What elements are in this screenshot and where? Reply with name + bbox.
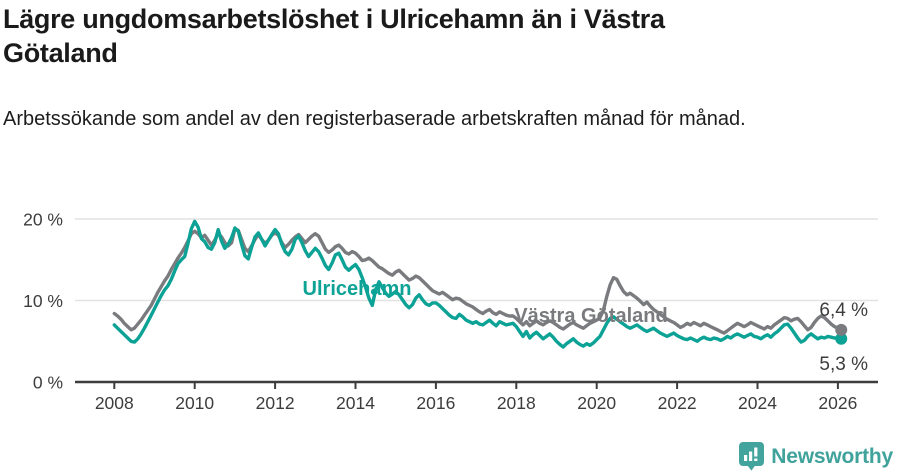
x-axis-label: 2024 (738, 393, 777, 413)
x-axis-label: 2022 (658, 393, 697, 413)
series-line-ulricehamn (112, 219, 843, 349)
y-axis-label: 20 % (23, 210, 63, 230)
x-axis-label: 2012 (256, 393, 295, 413)
brand-name: Newsworthy (771, 444, 893, 468)
series-label-vastra-gotaland: Västra Götaland (514, 305, 667, 327)
end-value-label-ulricehamn: 5,3 % (819, 354, 868, 375)
end-value-label-vastra-gotaland: 6,4 % (819, 300, 868, 321)
end-dot-vastra-gotaland (835, 323, 848, 336)
end-dot-ulricehamn (835, 332, 848, 345)
x-axis-label: 2020 (577, 393, 616, 413)
series-label-ulricehamn: Ulricehamn (303, 278, 412, 300)
brand-footer: Newsworthy (739, 442, 893, 471)
x-axis-label: 2026 (818, 393, 857, 413)
newsworthy-logo-icon (739, 442, 765, 471)
x-axis-label: 2010 (175, 393, 214, 413)
y-axis-label: 10 % (23, 291, 63, 311)
chart-title: Lägre ungdomsarbetslöshet i Ulricehamn ä… (3, 4, 665, 68)
x-axis-label: 2016 (416, 393, 455, 413)
x-axis-label: 2014 (336, 393, 375, 413)
chart-subtitle: Arbetssökande som andel av den registerb… (3, 108, 746, 130)
x-axis-label: 2008 (95, 393, 134, 413)
x-axis-label: 2018 (497, 393, 536, 413)
y-axis-label: 0 % (33, 373, 63, 393)
